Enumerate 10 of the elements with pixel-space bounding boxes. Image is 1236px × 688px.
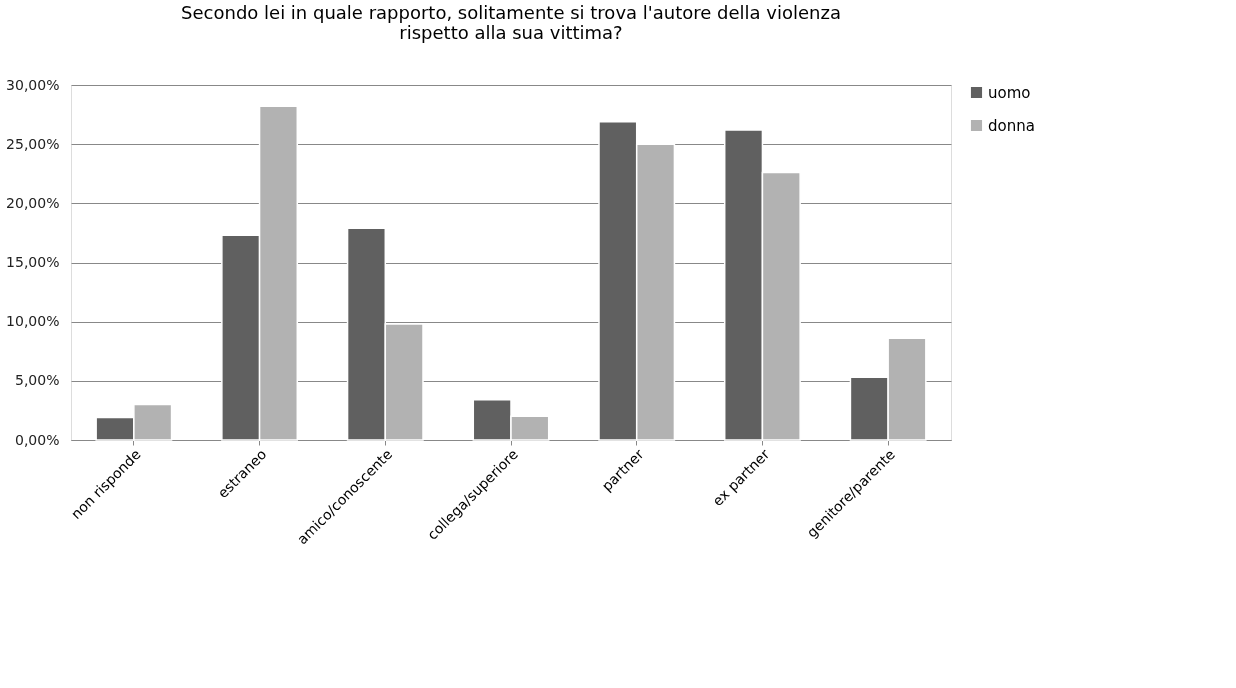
y-tick-label: 20,00% xyxy=(6,194,60,211)
y-tick-label: 25,00% xyxy=(6,135,60,152)
chart-title: Secondo lei in quale rapporto, solitamente si trova l'autore della violenza rispetto alla sua vittima? xyxy=(181,2,841,43)
y-tick-label: 10,00% xyxy=(6,313,60,330)
y-tick-label: 5,00% xyxy=(15,372,60,389)
y-tick-label: 15,00% xyxy=(6,254,60,270)
y-tick-label: 30,00% xyxy=(6,76,60,93)
y-tick-label: 0,00% xyxy=(15,431,60,448)
legend-label: uomo xyxy=(988,83,1031,102)
legend-label: donna xyxy=(988,116,1035,135)
